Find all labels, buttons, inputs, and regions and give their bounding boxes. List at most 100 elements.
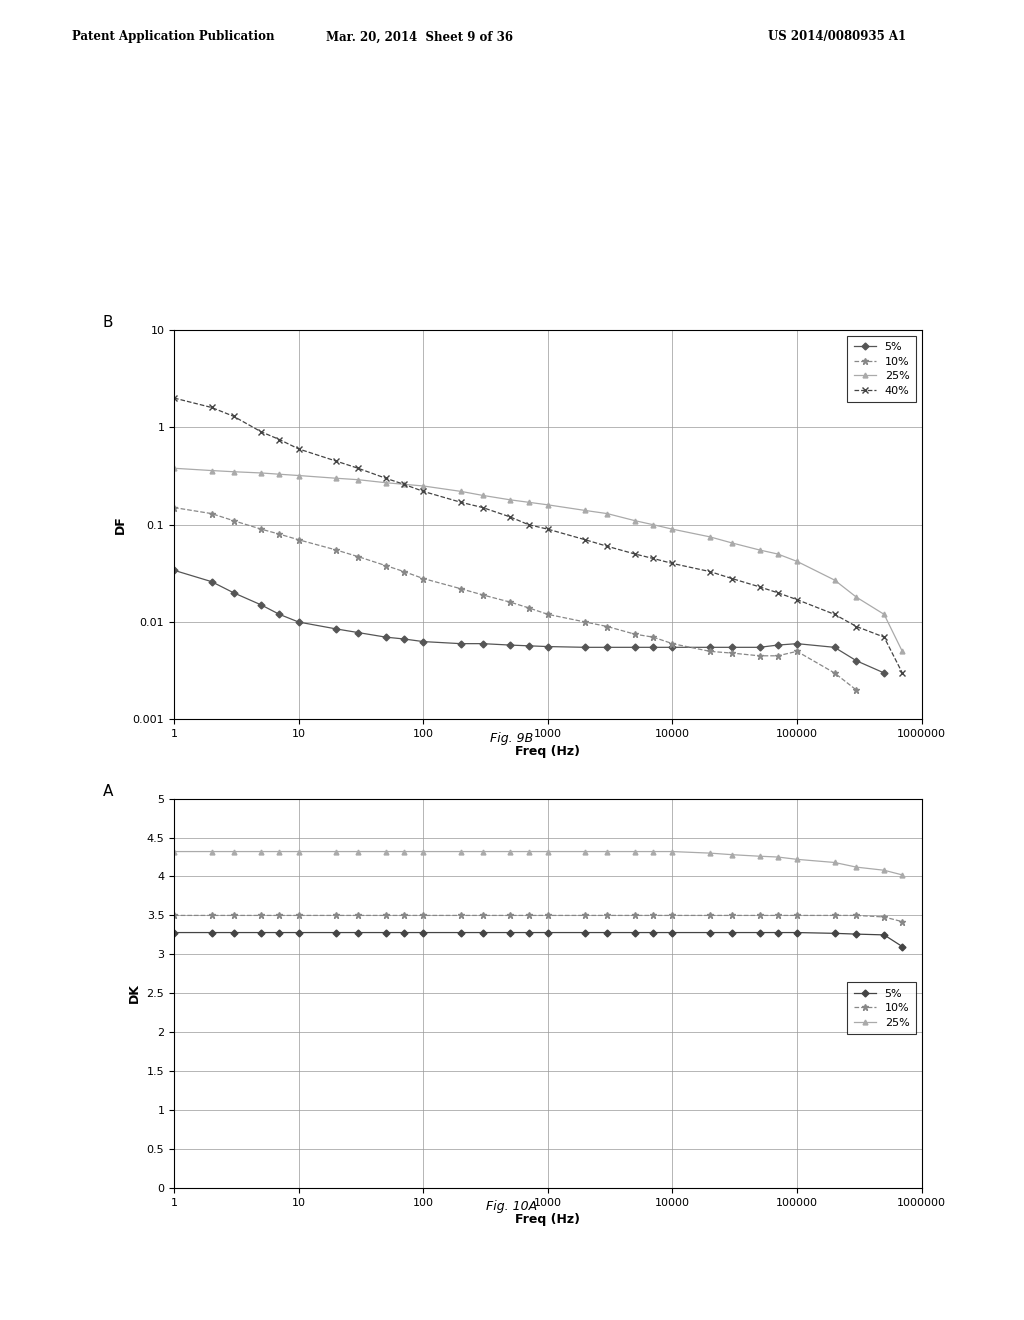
25%: [850, 859, 862, 875]
X-axis label: Freq (Hz): Freq (Hz): [515, 1213, 581, 1226]
5%: [771, 638, 783, 653]
10%: [878, 909, 890, 925]
5%: [206, 924, 218, 940]
5%: [667, 924, 679, 940]
10%: [227, 512, 240, 528]
25%: [754, 849, 766, 865]
25%: [380, 475, 392, 491]
10%: [397, 564, 410, 579]
5%: [255, 924, 267, 940]
5%: [476, 924, 488, 940]
10%: [726, 645, 738, 661]
10%: [726, 908, 738, 924]
10%: [293, 908, 305, 924]
5%: [726, 639, 738, 655]
10%: [397, 908, 410, 924]
5%: [168, 562, 180, 578]
5%: [455, 924, 467, 940]
40%: [601, 539, 613, 554]
40%: [850, 619, 862, 635]
10%: [647, 908, 659, 924]
10%: [255, 908, 267, 924]
25%: [667, 843, 679, 859]
5%: [522, 638, 535, 653]
5%: [791, 636, 803, 652]
Text: Mar. 20, 2014  Sheet 9 of 36: Mar. 20, 2014 Sheet 9 of 36: [327, 30, 513, 44]
10%: [476, 908, 488, 924]
10%: [168, 500, 180, 516]
10%: [629, 908, 641, 924]
10%: [330, 908, 342, 924]
25%: [703, 845, 716, 861]
10%: [206, 908, 218, 924]
25%: [273, 843, 286, 859]
25%: [771, 849, 783, 865]
25%: [828, 854, 841, 870]
5%: [667, 639, 679, 655]
25%: [791, 851, 803, 867]
10%: [273, 908, 286, 924]
5%: [629, 639, 641, 655]
25%: [397, 843, 410, 859]
5%: [273, 606, 286, 622]
5%: [828, 925, 841, 941]
10%: [601, 619, 613, 635]
25%: [168, 843, 180, 859]
Line: 5%: 5%: [172, 568, 887, 676]
40%: [771, 585, 783, 601]
25%: [168, 461, 180, 477]
Y-axis label: DF: DF: [115, 515, 127, 535]
10%: [380, 908, 392, 924]
25%: [330, 843, 342, 859]
25%: [896, 867, 908, 883]
25%: [703, 529, 716, 545]
5%: [330, 620, 342, 636]
5%: [397, 924, 410, 940]
40%: [703, 564, 716, 579]
5%: [455, 636, 467, 652]
10%: [522, 599, 535, 615]
10%: [850, 908, 862, 924]
5%: [726, 924, 738, 940]
5%: [601, 924, 613, 940]
5%: [703, 639, 716, 655]
5%: [601, 639, 613, 655]
25%: [878, 862, 890, 878]
25%: [476, 843, 488, 859]
10%: [791, 908, 803, 924]
Legend: 5%, 10%, 25%, 40%: 5%, 10%, 25%, 40%: [847, 335, 916, 403]
25%: [293, 843, 305, 859]
10%: [667, 908, 679, 924]
40%: [647, 550, 659, 566]
25%: [227, 843, 240, 859]
25%: [455, 483, 467, 499]
Text: US 2014/0080935 A1: US 2014/0080935 A1: [768, 30, 906, 44]
40%: [726, 570, 738, 586]
40%: [791, 591, 803, 607]
25%: [330, 470, 342, 486]
25%: [601, 506, 613, 521]
25%: [293, 467, 305, 483]
25%: [850, 589, 862, 605]
25%: [206, 462, 218, 478]
Text: Fig. 9B: Fig. 9B: [490, 731, 534, 744]
5%: [522, 924, 535, 940]
5%: [255, 597, 267, 612]
25%: [206, 843, 218, 859]
5%: [397, 631, 410, 647]
5%: [352, 624, 365, 640]
5%: [703, 924, 716, 940]
25%: [580, 503, 592, 519]
40%: [828, 606, 841, 622]
10%: [330, 543, 342, 558]
5%: [850, 653, 862, 669]
25%: [828, 572, 841, 587]
10%: [629, 626, 641, 642]
5%: [580, 639, 592, 655]
5%: [542, 639, 554, 655]
40%: [896, 665, 908, 681]
5%: [352, 924, 365, 940]
25%: [397, 477, 410, 492]
10%: [227, 908, 240, 924]
10%: [522, 908, 535, 924]
